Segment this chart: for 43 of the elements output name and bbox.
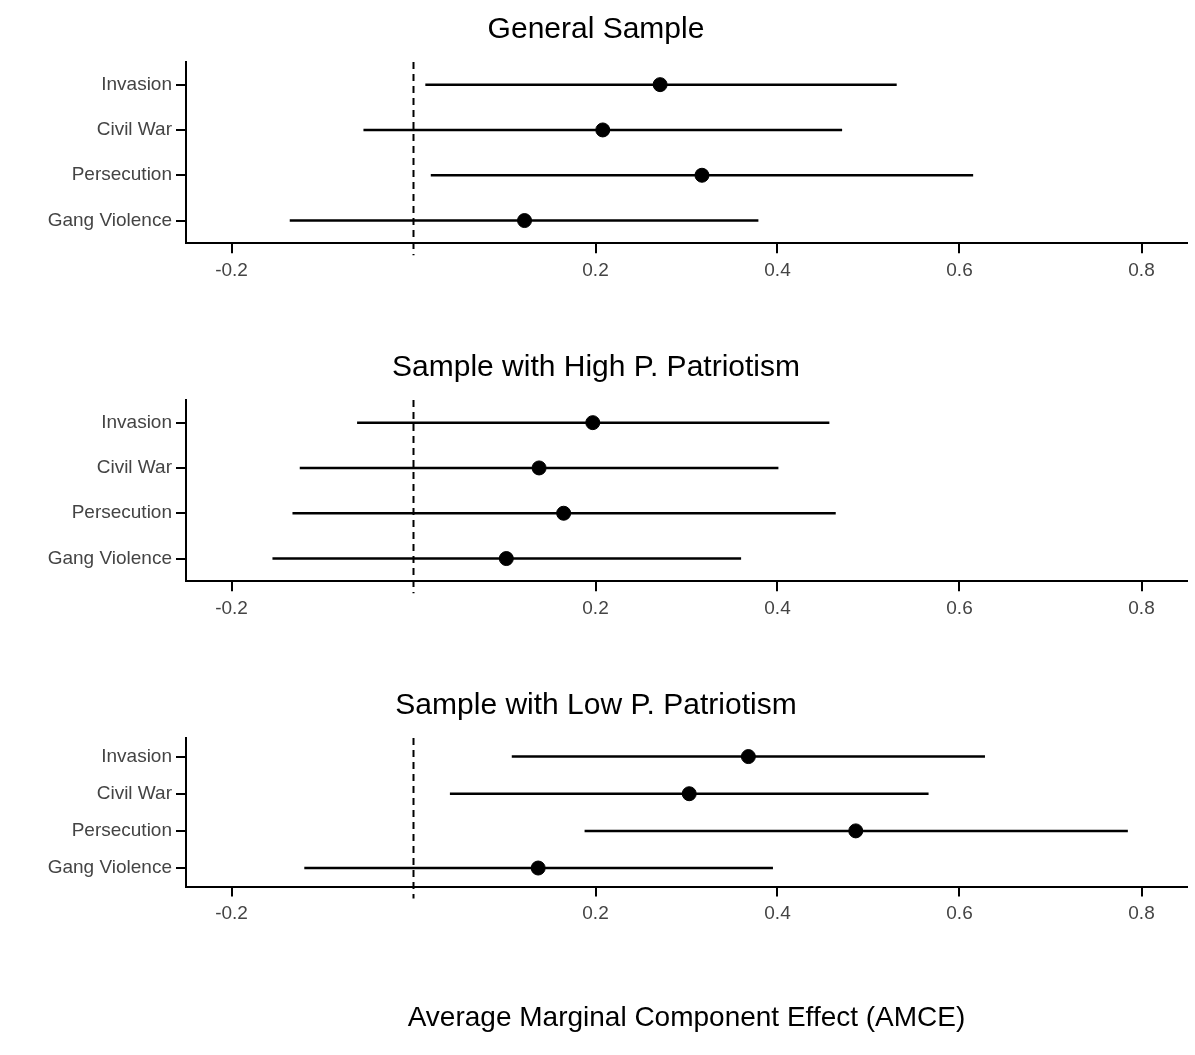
point [681,786,697,802]
x-tick-label: -0.2 [215,902,248,924]
y-tick-label: Invasion [101,410,172,432]
y-tick-label: Civil War [96,118,173,140]
x-tick-label: 0.6 [946,902,973,924]
x-tick-label: 0.2 [582,902,609,924]
y-tick-label: Civil War [96,456,173,478]
x-tick-label: 0.4 [764,258,792,280]
x-tick-label: 0.6 [946,258,973,280]
point [652,77,668,93]
x-tick-label: -0.2 [215,596,248,618]
y-tick-label: Persecution [71,163,172,185]
point [595,122,611,138]
x-tick-label: 0.6 [946,596,973,618]
y-tick-label: Persecution [71,819,172,841]
x-tick-label: 0.8 [1128,596,1155,618]
point [585,415,601,431]
y-tick-label: Persecution [71,501,172,523]
chart-title: Sample with Low P. Patriotism [395,687,797,721]
point [848,823,864,839]
point [531,460,547,476]
x-tick-label: -0.2 [215,258,248,280]
y-tick-label: Gang Violence [47,208,172,230]
point [556,505,572,521]
chart-title: Sample with High P. Patriotism [392,349,800,383]
x-tick-label: 0.8 [1128,902,1155,924]
y-tick-label: Gang Violence [47,856,172,878]
x-tick-label: 0.4 [764,902,792,924]
chart-title: General Sample [487,11,705,45]
x-tick-label: 0.4 [764,596,792,618]
y-tick-label: Invasion [101,744,172,766]
x-tick-label: 0.8 [1128,258,1155,280]
y-tick-label: Gang Violence [47,546,172,568]
point [517,213,533,229]
point [530,860,546,876]
x-tick-label: 0.2 [582,596,609,618]
point [740,749,756,765]
y-tick-label: Invasion [101,72,172,94]
x-tick-label: 0.2 [582,258,609,280]
point [694,167,710,183]
point [498,551,514,567]
y-tick-label: Civil War [96,781,173,803]
x-axis-title: Average Marginal Component Effect (AMCE) [407,1000,966,1032]
